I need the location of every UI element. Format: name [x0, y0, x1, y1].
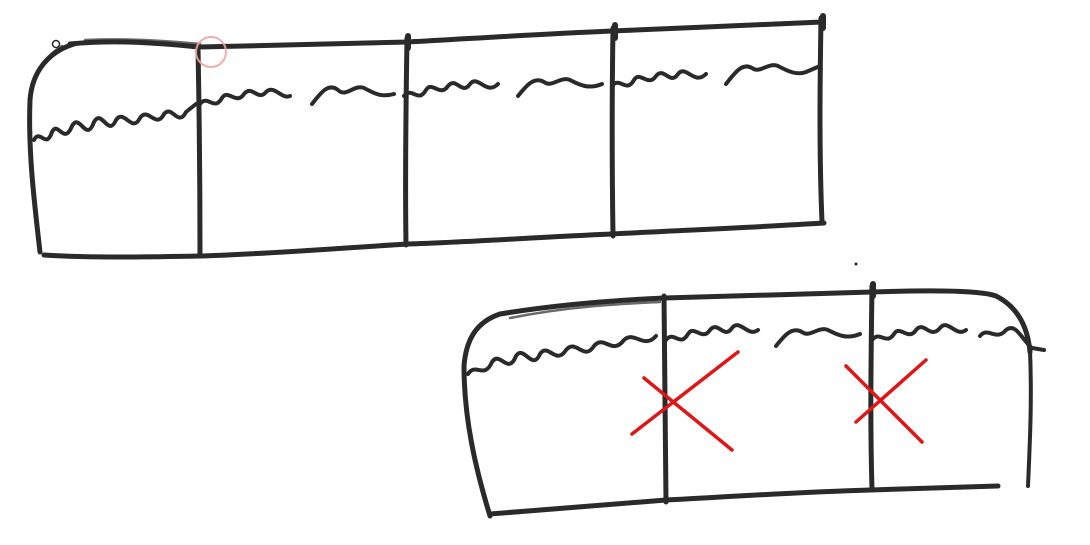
stray-ink-dot — [854, 262, 858, 266]
top-strip-divider-2 — [403, 35, 410, 248]
top-cell-3-scribble — [402, 77, 604, 98]
cross-out-stroke-b — [844, 364, 924, 444]
cross-out-mark-cell-3 — [844, 358, 928, 444]
cross-out-mark-cell-2 — [630, 350, 740, 452]
top-strip-top-edge-pass — [83, 38, 202, 46]
top-strip-divider-1 — [195, 45, 203, 258]
top-strip-rounded-end — [27, 41, 77, 255]
top-strip-divider-3 — [609, 25, 616, 239]
top-strip-bottom-edge — [41, 220, 827, 260]
bottom-strip-right-end — [1026, 348, 1033, 488]
top-cell-1-scribble — [32, 102, 198, 142]
cross-out-stroke-b — [642, 376, 734, 452]
bottom-strip-left-end — [461, 311, 503, 519]
bottom-cell-strip — [461, 262, 1046, 519]
bottom-strip-divider-1 — [661, 293, 669, 505]
cross-out-stroke-a — [630, 350, 740, 436]
bottom-cell-3-scribble — [870, 323, 1046, 352]
bottom-cell-1-scribble — [466, 334, 658, 376]
bottom-strip-divider-2 — [868, 283, 875, 493]
bottom-strip-bottom-edge — [487, 483, 1001, 517]
top-cell-2-scribble — [198, 85, 396, 106]
cross-out-stroke-a — [854, 358, 928, 424]
cursor-ring — [195, 36, 227, 68]
bottom-strip-top-edge-pass — [508, 300, 662, 320]
top-strip-top-edge — [67, 19, 825, 50]
top-strip-rounded-end-pass — [28, 44, 64, 112]
top-strip-right-edge — [817, 15, 825, 225]
top-cell-strip — [27, 13, 827, 260]
top-cell-4-scribble — [610, 63, 822, 88]
bottom-strip-top-edge — [497, 288, 1033, 355]
start-point-marker — [51, 39, 61, 49]
bottom-cell-2-scribble — [664, 323, 862, 348]
